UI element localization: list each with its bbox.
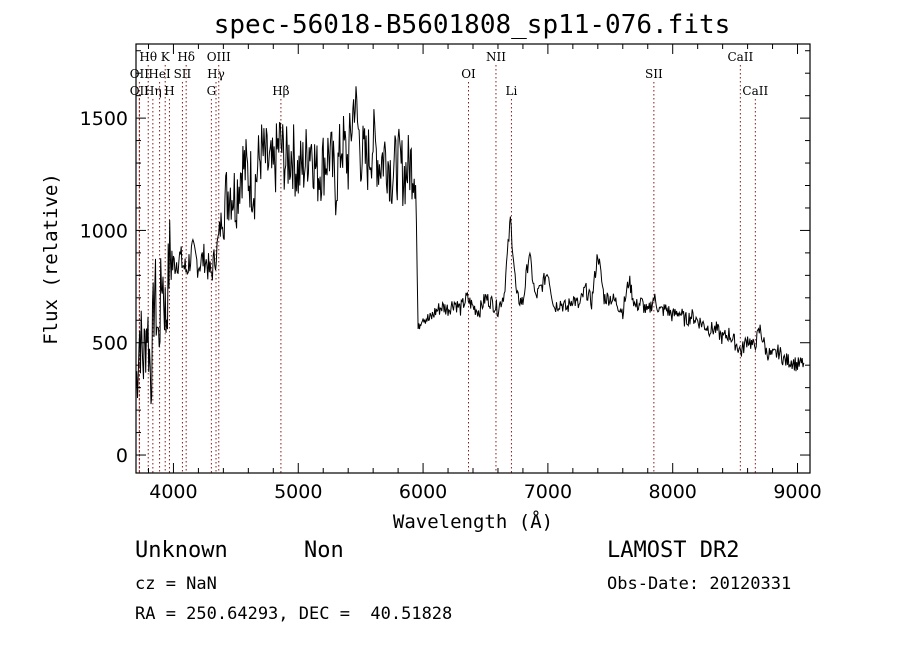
x-tick-label: 5000 (274, 481, 322, 503)
y-tick-label: 0 (116, 445, 128, 467)
spectral-line-label: Hγ (207, 67, 225, 81)
spectral-line-label: SII (174, 67, 192, 81)
spectral-line-label: NII (486, 50, 506, 64)
spectral-line-label: OII (130, 84, 150, 98)
spectral-line-label: Hβ (272, 84, 289, 98)
spectral-line-label: CaII (742, 84, 768, 98)
y-tick-label: 1500 (80, 108, 128, 130)
cz-value: cz = NaN (135, 574, 217, 594)
spectral-line-label: Hδ (177, 50, 195, 64)
survey-name: LAMOST DR2 (607, 538, 740, 563)
x-tick-label: 4000 (149, 481, 197, 503)
spectral-line-label: OII (130, 67, 150, 81)
x-tick-label: 6000 (399, 481, 447, 503)
spectral-line-label: K (161, 50, 171, 64)
spectral-line-label: H (164, 84, 174, 98)
x-axis-label: Wavelength (Å) (393, 510, 553, 533)
plot-frame (135, 43, 811, 474)
spectral-line-label: Li (506, 84, 518, 98)
x-tick-label: 8000 (649, 481, 697, 503)
y-tick-label: 500 (92, 333, 128, 355)
spectral-line-label: OI (461, 67, 476, 81)
y-axis-label: Flux (relative) (40, 173, 62, 345)
spectrum-series-line (135, 86, 805, 405)
x-tick-label: 9000 (773, 481, 821, 503)
axis-ticks: 4000 5000 6000 7000 8000 9000 0 500 1000 1500 (80, 44, 822, 503)
obs-date: Obs-Date: 20120331 (607, 574, 792, 594)
y-tick-label: 1000 (80, 220, 128, 242)
object-class: Unknown (135, 538, 228, 563)
spectral-line-label: CaII (727, 50, 753, 64)
coordinates: RA = 250.64293, DEC = 40.51828 (135, 604, 453, 624)
spectral-line-label: OIII (207, 50, 231, 64)
spectral-line-label: Hη (144, 84, 162, 98)
spectral-line-label: SII (645, 67, 663, 81)
object-subclass: Non (304, 538, 344, 563)
spectral-line-label: G (207, 84, 217, 98)
spectral-line-label: HeI (148, 67, 171, 81)
chart-title: spec-56018-B5601808_sp11-076.fits (214, 10, 731, 40)
x-tick-label: 7000 (524, 481, 572, 503)
spectral-line-label: Hθ (139, 50, 157, 64)
